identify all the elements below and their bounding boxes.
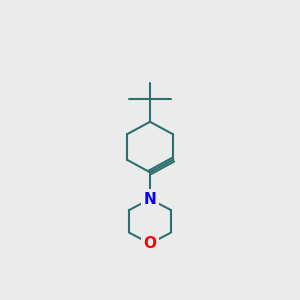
Text: N: N xyxy=(144,191,156,206)
Text: O: O xyxy=(143,236,157,251)
